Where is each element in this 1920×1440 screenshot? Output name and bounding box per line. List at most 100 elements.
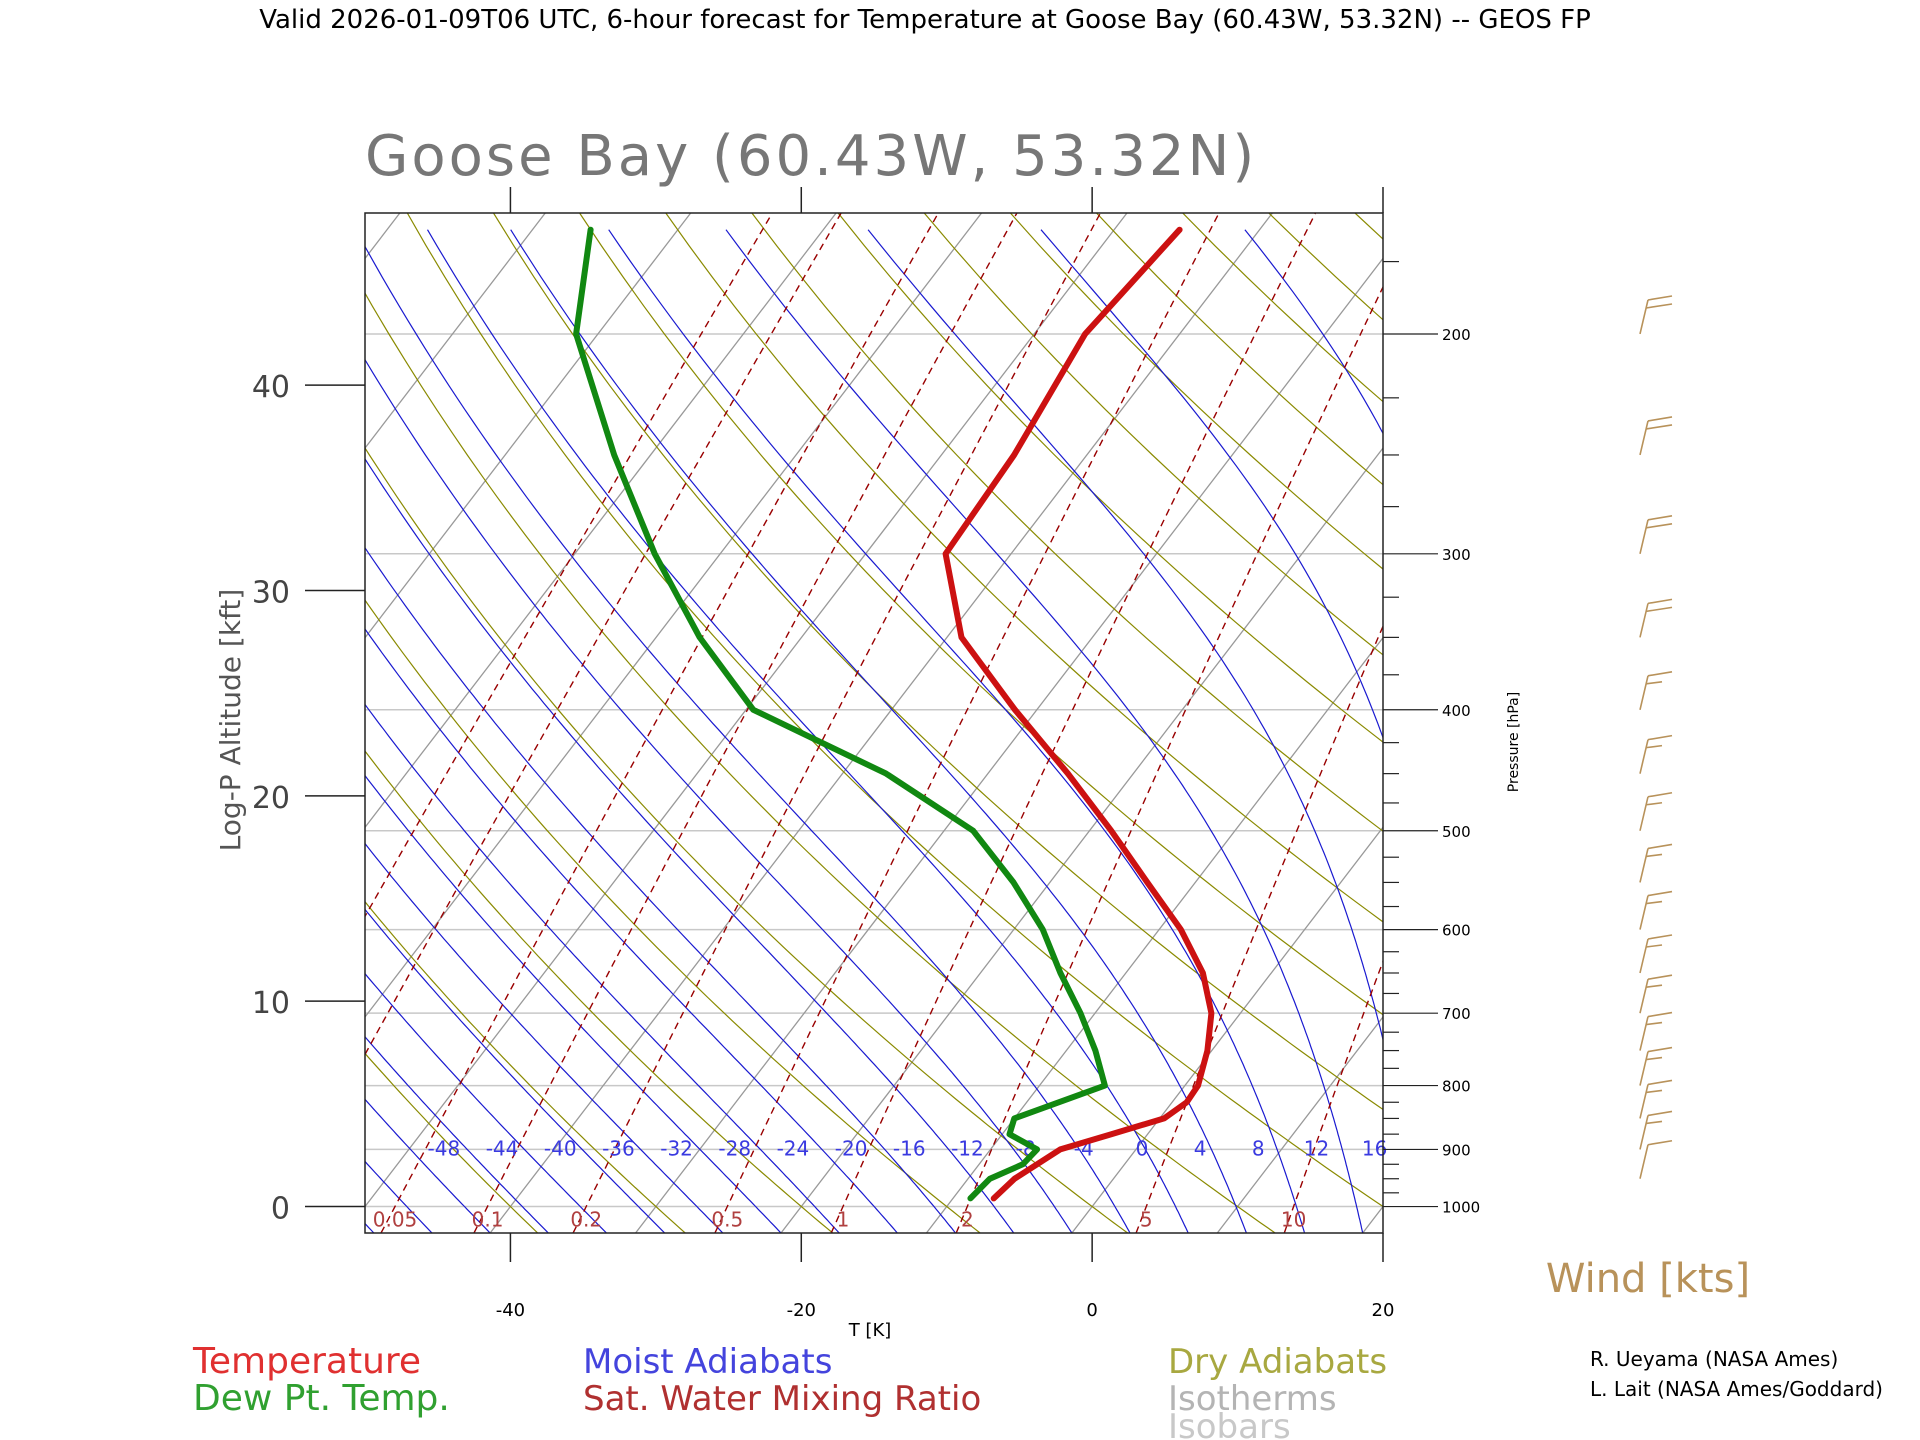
legend-temperature: Temperature — [192, 1341, 421, 1382]
wind-barb — [1639, 598, 1673, 638]
wind-barb-half-flag — [1646, 1089, 1663, 1094]
moist-adiabat-line — [365, 1222, 375, 1233]
wind-barb — [1639, 1139, 1673, 1179]
legend-dry-adiabats: Dry Adiabats — [1168, 1342, 1387, 1382]
moist-adiabat-line — [365, 245, 1131, 1233]
mixing-ratio-line — [1135, 624, 1383, 1233]
mixing-ratio-label: 1 — [837, 1208, 850, 1232]
temperature-line — [942, 226, 1215, 1202]
moist-adiabat-label: -16 — [893, 1136, 926, 1160]
dry-adiabat-line — [837, 213, 1383, 743]
moist-adiabat-line — [1040, 229, 1383, 740]
pressure-tick-label: 800 — [1442, 1078, 1471, 1096]
isotherm-line — [365, 213, 401, 260]
dry-adiabat-line — [751, 213, 1383, 832]
wind-barb — [1639, 1110, 1673, 1150]
moist-adiabat-line — [426, 229, 1189, 1233]
wind-barb-staff — [1639, 1144, 1649, 1179]
wind-barb-staff — [1639, 978, 1649, 1014]
dry-adiabat-line — [1354, 213, 1383, 240]
isotherm-line — [925, 636, 1383, 1233]
mixing-ratio-line — [1443, 213, 1813, 1233]
x-tick-label: -40 — [496, 1300, 525, 1321]
moist-adiabat-label: 0 — [1136, 1136, 1149, 1160]
wind-barb — [1639, 843, 1673, 883]
x-tick-label: 20 — [1372, 1300, 1395, 1321]
legend-moist-adiabats: Moist Adiabats — [583, 1342, 832, 1382]
dry-adiabat-line — [365, 900, 686, 1233]
mixing-ratio-label: 10 — [1281, 1208, 1306, 1232]
wind-barb-flag — [1645, 606, 1673, 613]
wind-barb-staff — [1639, 848, 1649, 883]
moist-adiabat-line — [510, 229, 1247, 1233]
dry-adiabat-line — [665, 213, 1383, 923]
wind-barb — [1639, 791, 1673, 831]
moist-adiabat-label: -28 — [718, 1136, 751, 1160]
moist-adiabat-line — [1455, 230, 1595, 1233]
x-tick-label: -20 — [787, 1300, 816, 1321]
wind-barb — [1639, 734, 1673, 774]
credit-line-1: R. Ueyama (NASA Ames) — [1590, 1347, 1838, 1371]
wind-barb-staff — [1639, 739, 1649, 774]
wind-barb — [1639, 934, 1673, 974]
wind-barb-half-flag — [1646, 680, 1663, 685]
moist-adiabat-label: -36 — [602, 1136, 635, 1160]
wind-barb-staff — [1639, 1051, 1649, 1086]
wind-barb-flag — [1647, 416, 1673, 422]
moist-adiabat-line — [365, 908, 666, 1233]
wind-barb-flag — [1647, 515, 1673, 521]
wind-barb-flag — [1647, 295, 1673, 301]
background-lines — [0, 213, 1920, 1233]
wind-barb-flag — [1647, 890, 1673, 897]
mixing-ratio-line — [830, 213, 1317, 1233]
y-axis-label-left: Log-P Altitude [kft] — [214, 589, 247, 852]
dewpoint-line — [573, 226, 1108, 1202]
pressure-tick-label: 1000 — [1442, 1199, 1480, 1217]
moist-adiabat-label: 8 — [1252, 1136, 1265, 1160]
legend-dewpoint: Dew Pt. Temp. — [193, 1378, 450, 1419]
wind-barb-staff — [1639, 519, 1649, 554]
isotherm-line — [1654, 213, 1920, 1233]
moist-adiabat-line — [365, 358, 1073, 1233]
wind-barb-half-flag — [1646, 1120, 1663, 1125]
wind-barb-flag — [1645, 424, 1673, 430]
pressure-tick-label: 500 — [1442, 823, 1471, 841]
dry-adiabat-line — [492, 213, 1383, 1111]
wind-barb-half-flag — [1646, 853, 1663, 858]
y-left-tick-label: 0 — [271, 1192, 290, 1227]
wind-barb-staff — [1639, 675, 1649, 710]
wind-barb-half-flag — [1646, 1056, 1663, 1061]
wind-barb-half-flag — [1646, 1021, 1663, 1026]
series-group — [573, 226, 1215, 1202]
moist-adiabat-label: -12 — [951, 1136, 984, 1160]
moist-adiabat-label: 12 — [1304, 1136, 1329, 1160]
mixing-ratio-label: 5 — [1140, 1208, 1153, 1232]
isotherm-line — [365, 213, 692, 639]
wind-barb-flag — [1647, 1046, 1673, 1053]
wind-barb — [1639, 890, 1673, 930]
wind-barb-flag — [1647, 1139, 1673, 1146]
pressure-tick-label: 300 — [1442, 546, 1471, 564]
dry-adiabat-line — [365, 446, 1128, 1233]
wind-barb-staff — [1639, 603, 1649, 638]
isotherm-line — [0, 213, 109, 1233]
moist-adiabat-line — [365, 457, 1015, 1233]
legend-mixing-ratio: Sat. Water Mixing Ratio — [583, 1379, 981, 1419]
wind-barb-flag — [1645, 303, 1673, 309]
legend-isobars: Isobars — [1168, 1407, 1291, 1440]
wind-barb-flag — [1647, 934, 1673, 940]
moist-adiabat-label: -20 — [835, 1136, 868, 1160]
mixing-ratio-line — [955, 285, 1383, 1233]
wind-barb-flag — [1647, 843, 1673, 850]
dry-adiabat-line — [365, 1052, 539, 1233]
credit-line-2: L. Lait (NASA Ames/Goddard) — [1590, 1377, 1883, 1401]
axes: -48 -44 -40 -36 -32 -28 -24 -20 -16 -12 -8 -4 0 4 8 12 1… — [252, 187, 1480, 1321]
isotherm-line — [365, 213, 983, 1018]
wind-barb-half-flag — [1646, 944, 1663, 948]
wind-barb-flag — [1647, 1110, 1673, 1117]
mixing-ratio-line — [365, 213, 842, 1056]
pressure-tick-label: 400 — [1442, 702, 1471, 720]
wind-barb-flag — [1647, 598, 1673, 605]
wind-label: Wind [kts] — [1546, 1256, 1750, 1302]
